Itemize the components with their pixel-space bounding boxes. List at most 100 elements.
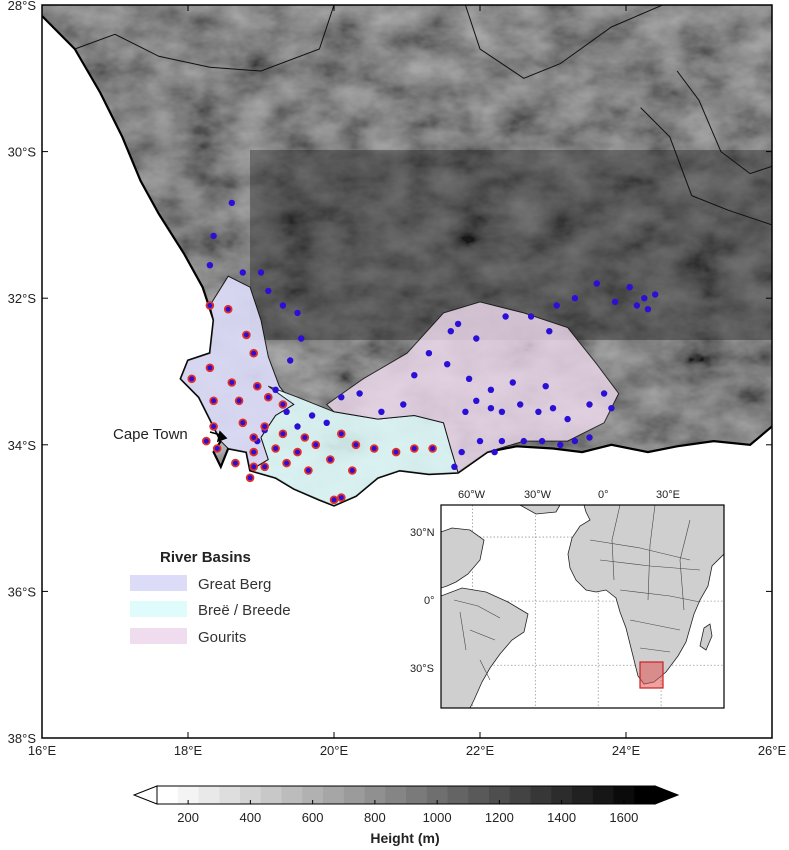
lat-tick-label: 32°S	[8, 291, 37, 306]
station-point-ringed	[245, 473, 255, 483]
station-point	[593, 280, 600, 287]
station-point	[425, 350, 433, 357]
colorbar-step	[509, 786, 531, 804]
colorbar-step	[530, 786, 552, 804]
colorbar-step	[592, 786, 615, 804]
station-point-ringed	[282, 458, 291, 468]
station-point-ringed	[325, 455, 335, 464]
inset-frame	[440, 504, 725, 709]
station-point-ringed	[242, 330, 251, 340]
station-point	[498, 437, 506, 445]
station-point-ringed	[212, 444, 222, 453]
station-point-ringed	[278, 400, 288, 409]
colorbar-tick-label: 1000	[423, 810, 452, 825]
map-tick-labels: 28°S 30°S 32°S 34°S 36°S 38°S16°E 18°E 20°E 22°E…	[8, 0, 787, 758]
station-point-ringed	[260, 462, 270, 472]
station-point	[564, 415, 571, 423]
station-point-ringed	[311, 440, 321, 450]
station-point-ringed	[336, 493, 346, 502]
legend-label-great-berg: Great Berg	[198, 576, 271, 593]
colorbar-step	[468, 786, 490, 804]
colorbar-step	[572, 786, 594, 804]
station-point	[557, 441, 564, 448]
colorbar-step	[551, 786, 573, 804]
colorbar-tick-label: 1200	[485, 810, 514, 825]
station-point	[279, 302, 287, 309]
station-point	[323, 419, 330, 426]
legend-swatch-great-berg	[130, 575, 187, 591]
station-point	[652, 291, 659, 298]
station-point	[283, 408, 290, 415]
station-point	[298, 335, 305, 342]
station-point	[626, 284, 633, 291]
station-point	[571, 437, 579, 445]
stations-unringed	[206, 199, 659, 470]
station-point	[447, 328, 454, 335]
station-point	[487, 405, 495, 412]
station-point-ringed	[260, 422, 270, 431]
city-arrow-icon	[209, 430, 228, 443]
station-point-ringed	[391, 447, 401, 457]
station-point	[600, 390, 608, 397]
colorbar-title: Height (m)	[370, 830, 439, 846]
station-point-ringed	[300, 433, 310, 442]
station-point-ringed	[205, 301, 215, 310]
colorbar-step	[219, 786, 241, 804]
station-point-ringed	[234, 396, 244, 406]
lon-tick-label: 18°E	[174, 743, 203, 758]
city-marker: Cape Town	[113, 426, 228, 443]
station-point	[308, 412, 316, 419]
national-borders	[74, 5, 772, 226]
station-point	[338, 394, 345, 401]
station-point	[535, 408, 542, 415]
inset-greenland	[519, 505, 561, 515]
colorbar-steps	[157, 786, 656, 804]
station-point-ringed	[347, 466, 357, 475]
station-point	[542, 383, 549, 390]
station-point	[549, 405, 557, 412]
lat-tick-label: 38°S	[8, 731, 37, 746]
station-point-ringed	[209, 396, 218, 406]
legend-swatch-gourits	[130, 628, 187, 644]
inset-lon-label-60w: 60°W	[458, 489, 486, 501]
station-point	[462, 408, 469, 415]
inset-lon-label-30w: 30°W	[524, 489, 552, 501]
border-line	[74, 5, 335, 72]
station-point	[553, 302, 560, 309]
station-point	[527, 313, 535, 320]
colorbar-step	[260, 786, 283, 804]
station-point-ringed	[336, 429, 346, 439]
basin-gourits	[325, 301, 620, 474]
station-point	[458, 448, 465, 456]
colorbar-left-extension	[132, 785, 158, 805]
colorbar-step	[426, 786, 449, 804]
station-point	[538, 437, 546, 445]
station-point	[546, 328, 553, 335]
station-point	[272, 386, 279, 393]
station-point-ringed	[409, 444, 419, 453]
inset-africa-europe	[567, 505, 724, 685]
station-point	[356, 390, 363, 397]
inset-lon-label-0: 0°	[598, 489, 609, 501]
colorbar-tick-label: 800	[364, 810, 386, 825]
station-point	[228, 199, 235, 207]
karoo-dark-band	[250, 150, 772, 340]
station-point	[644, 306, 652, 313]
colorbar-tick-label: 600	[302, 810, 324, 825]
lon-tick-label: 16°E	[28, 743, 57, 758]
station-point-ringed	[329, 495, 339, 505]
colorbar-step	[613, 786, 635, 804]
station-point	[265, 287, 272, 295]
inset-lon-label-30e: 30°E	[656, 489, 680, 501]
station-point	[206, 262, 214, 269]
colorbar-step	[323, 786, 345, 804]
lon-tick-label: 24°E	[612, 743, 641, 758]
inset-map: 60°W 30°W 0° 30°E 30°N 0° 30°S	[410, 489, 725, 709]
station-point	[287, 357, 294, 364]
station-point	[633, 302, 641, 309]
station-point	[586, 401, 593, 408]
city-label: Cape Town	[113, 426, 188, 443]
station-point-ringed	[369, 444, 379, 453]
colorbar-right-extension	[654, 785, 680, 805]
colorbar-tick-label: 400	[240, 810, 262, 825]
